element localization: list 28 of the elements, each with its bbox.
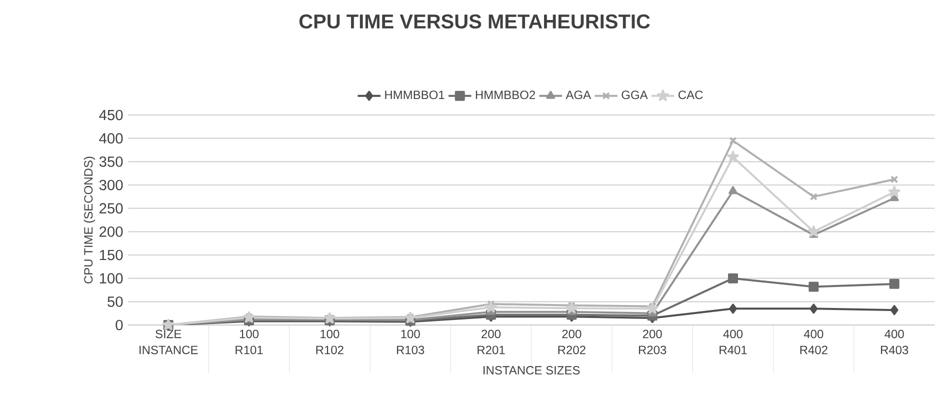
y-tick-label: 150 <box>100 250 123 260</box>
legend-label: GGA <box>622 90 648 100</box>
y-tick-label: 300 <box>99 180 123 190</box>
legend-label: HMMBBO2 <box>476 90 536 100</box>
x-axis-title: INSTANCE SIZES <box>484 366 580 375</box>
y-axis-title: CPU TIME (SECONDS) <box>84 156 96 284</box>
y-tick-label: 200 <box>100 226 123 237</box>
x-tick-label: 200 R202 <box>558 330 586 354</box>
x-tick-label: 400 R403 <box>880 330 908 354</box>
y-tick-label: 400 <box>99 133 123 144</box>
x-tick-label: 100 R103 <box>396 330 424 354</box>
y-tick-label: 100 <box>100 273 123 284</box>
y-tick-label: 450 <box>99 110 123 120</box>
x-tick-label: 200 R203 <box>638 330 666 354</box>
x-tick-label: 400 R401 <box>720 330 747 354</box>
legend-label: AGA <box>566 90 592 100</box>
x-tick-label: 200 R201 <box>478 330 505 354</box>
y-tick-label: 50 <box>108 296 123 307</box>
y-tick-label: 350 <box>99 156 123 167</box>
chart-title: CPU TIME VERSUS METAHEURISTIC <box>299 14 650 29</box>
x-tick-label: 400 R402 <box>800 330 828 354</box>
y-tick-label: 250 <box>100 203 123 214</box>
y-tick-label: 0 <box>116 320 123 330</box>
x-tick-label: 100 R102 <box>316 330 344 354</box>
x-tick-label: SIZE INSTANCE <box>140 330 198 354</box>
legend-label: HMMBBO1 <box>385 90 444 100</box>
x-tick-label: 100 R101 <box>236 330 263 354</box>
legend-label: CAC <box>678 90 703 100</box>
